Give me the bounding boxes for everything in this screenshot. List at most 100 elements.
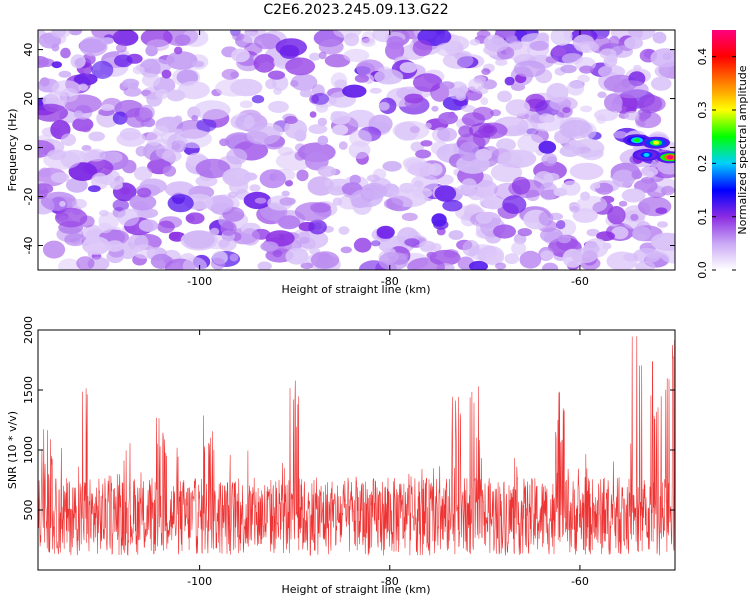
heatmap-cell bbox=[553, 187, 568, 197]
heatmap-cell bbox=[128, 82, 139, 90]
heatmap-cell bbox=[621, 188, 646, 203]
heatmap-cell bbox=[294, 202, 332, 222]
heatmap-cell bbox=[399, 182, 415, 194]
heatmap-cell bbox=[310, 251, 340, 269]
heatmap-cell bbox=[58, 258, 81, 270]
heatmap-cell bbox=[546, 156, 557, 164]
heatmap-cell bbox=[91, 60, 114, 79]
heatmap-cell bbox=[155, 145, 175, 159]
heatmap-cell bbox=[232, 32, 245, 41]
heatmap-cell bbox=[630, 213, 639, 221]
heatmap-cell bbox=[114, 54, 133, 68]
heatmap-cell bbox=[434, 185, 457, 202]
heatmap-cell bbox=[229, 253, 239, 262]
heatmap-cell bbox=[38, 183, 54, 195]
heatmap-cell bbox=[281, 190, 290, 197]
heatmap-cell bbox=[120, 187, 131, 195]
heatmap-cell bbox=[382, 161, 402, 172]
heatmap-cell bbox=[157, 220, 175, 234]
heatmap-cell bbox=[210, 257, 226, 270]
heatmap-cell bbox=[324, 178, 341, 188]
heatmap-cell bbox=[206, 195, 234, 213]
heatmap-cell bbox=[330, 111, 351, 125]
heatmap-cell bbox=[378, 101, 390, 111]
heatmap-cell bbox=[333, 30, 362, 39]
heatmap-cell bbox=[345, 109, 376, 128]
heatmap-cell bbox=[164, 181, 195, 198]
heatmap-cell bbox=[251, 95, 265, 104]
y-tick-label: 40 bbox=[22, 43, 35, 57]
heatmap-cell bbox=[278, 215, 301, 230]
heatmap-cell bbox=[38, 103, 69, 122]
heatmap-cell bbox=[73, 110, 84, 118]
heatmap-cell bbox=[495, 30, 516, 39]
spectrogram-y-label: Frequency (Hz) bbox=[6, 109, 19, 192]
heatmap-cell bbox=[249, 184, 261, 192]
heatmap-cell bbox=[593, 182, 601, 189]
heatmap-cell bbox=[71, 198, 88, 209]
heatmap-cell bbox=[634, 179, 658, 193]
heatmap-cell bbox=[420, 140, 433, 147]
heatmap-cell bbox=[511, 176, 531, 195]
heatmap-cell bbox=[539, 182, 558, 201]
y-tick-label: -40 bbox=[22, 237, 35, 255]
heatmap-cell bbox=[112, 111, 128, 125]
heatmap-cell bbox=[511, 241, 527, 256]
heatmap-cell bbox=[60, 133, 76, 146]
heatmap-cell bbox=[650, 161, 658, 169]
heatmap-cell bbox=[442, 52, 474, 69]
heatmap-cell bbox=[349, 129, 372, 147]
heatmap-cell bbox=[59, 200, 66, 207]
heatmap-cell bbox=[285, 57, 316, 76]
heatmap-cell bbox=[191, 60, 205, 68]
heatmap-cell bbox=[272, 249, 283, 258]
heatmap-cell bbox=[215, 78, 251, 97]
heatmap-cell bbox=[392, 121, 430, 141]
heatmap-cell bbox=[173, 115, 183, 124]
heatmap-cell bbox=[296, 169, 309, 182]
heatmap-cell bbox=[560, 64, 577, 74]
heatmap-cell bbox=[376, 225, 395, 239]
heatmap-cell bbox=[230, 113, 255, 131]
heatmap-cell bbox=[634, 111, 662, 129]
heatmap-cell bbox=[246, 125, 281, 145]
heatmap-cell bbox=[374, 69, 404, 85]
heatmap-cell bbox=[145, 45, 158, 57]
heatmap-cell bbox=[318, 39, 344, 55]
heatmap-cell bbox=[308, 219, 327, 235]
heatmap-cell bbox=[139, 58, 161, 78]
heatmap-cell bbox=[317, 165, 337, 177]
colorbar-ticks: 0.0 0.1 0.2 0.3 0.4 bbox=[696, 48, 736, 279]
heatmap-cell bbox=[458, 141, 480, 162]
heatmap-cell bbox=[132, 65, 145, 75]
heatmap-cell bbox=[545, 56, 559, 64]
heatmap-cell bbox=[407, 162, 437, 177]
heatmap-cell bbox=[541, 262, 559, 270]
heatmap-cell bbox=[643, 96, 666, 112]
heatmap-cell bbox=[577, 74, 590, 83]
heatmap-cell bbox=[268, 100, 289, 113]
heatmap-cell bbox=[476, 85, 489, 95]
heatmap-cell bbox=[594, 108, 619, 122]
heatmap-cell bbox=[253, 54, 276, 73]
heatmap-cell bbox=[472, 106, 494, 121]
heatmap-cell bbox=[315, 102, 328, 113]
heatmap-cell bbox=[167, 194, 194, 213]
heatmap-cell bbox=[115, 43, 127, 53]
x-tick-label: -60 bbox=[571, 275, 589, 288]
heatmap-cell bbox=[116, 131, 146, 147]
heatmap-cell bbox=[254, 33, 281, 50]
heatmap-cell bbox=[439, 81, 455, 90]
heatmap-cell bbox=[426, 251, 437, 259]
heatmap-cell bbox=[497, 90, 512, 103]
heatmap-cell bbox=[174, 34, 191, 46]
heatmap-cell bbox=[517, 133, 545, 153]
heatmap-cell bbox=[448, 230, 464, 240]
y-tick-label: -20 bbox=[22, 188, 35, 206]
colorbar-tick-label: 0.3 bbox=[696, 101, 709, 119]
heatmap-cell bbox=[82, 236, 111, 255]
heatmap-cell bbox=[185, 212, 205, 225]
heatmap-cell bbox=[360, 37, 376, 47]
heatmap-cell bbox=[54, 207, 88, 228]
heatmap-cell bbox=[456, 92, 466, 101]
